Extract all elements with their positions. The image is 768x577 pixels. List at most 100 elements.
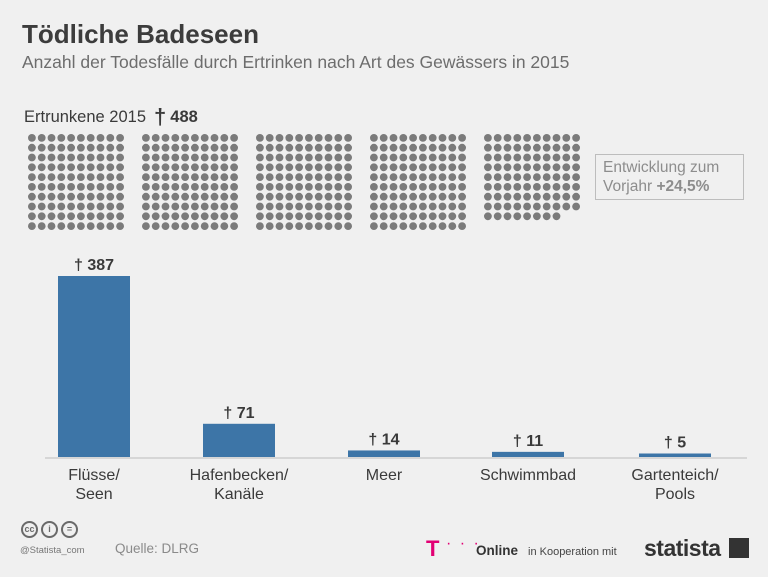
drowning-dot <box>542 173 551 182</box>
cc-icon: cc <box>21 521 38 538</box>
drowning-dot <box>116 153 124 162</box>
drowning-dot <box>77 173 85 182</box>
drowning-dot <box>542 143 551 152</box>
drowning-dot <box>142 173 150 182</box>
category-label: Hafenbecken/ <box>190 467 289 484</box>
drowning-dot <box>57 134 66 142</box>
drowning-dot <box>370 202 378 211</box>
drowning-dot <box>542 183 551 191</box>
total-drowned: Ertrunkene 2015 † 488 <box>24 102 198 129</box>
drowning-dot <box>181 212 190 221</box>
drowning-dot <box>305 222 313 231</box>
drowning-dot <box>230 163 239 172</box>
drowning-dot <box>220 183 229 191</box>
drowning-dot <box>295 222 303 231</box>
drowning-dot <box>409 143 417 152</box>
drowning-dot <box>285 183 294 191</box>
drowning-dot <box>389 173 398 182</box>
drowning-dot <box>28 222 36 231</box>
drowning-dot <box>116 143 124 152</box>
drowning-dot <box>57 183 66 191</box>
drowning-dot <box>295 143 303 152</box>
drowning-dot <box>513 212 522 221</box>
drowning-dot <box>171 143 180 152</box>
drowning-dot <box>161 163 170 172</box>
drowning-dot <box>151 173 160 182</box>
drowning-dot <box>67 183 75 191</box>
drowning-dot <box>572 192 580 201</box>
drowning-dot <box>285 153 294 162</box>
drowning-dot <box>275 202 284 211</box>
drowning-dot <box>96 212 105 221</box>
drowning-dot <box>493 143 502 152</box>
drowning-dot <box>523 173 531 182</box>
category-label: Meer <box>366 467 403 484</box>
drowning-dot <box>344 202 352 211</box>
drowning-dot <box>324 202 333 211</box>
drowning-dot <box>151 143 160 152</box>
drowning-dot <box>314 192 323 201</box>
drowning-dot <box>379 222 388 231</box>
drowning-dot <box>438 143 447 152</box>
drowning-dot <box>399 153 408 162</box>
drowning-dot <box>77 163 85 172</box>
drowning-dot <box>484 163 492 172</box>
drowning-dot <box>370 173 378 182</box>
drowning-dot <box>533 212 541 221</box>
drowning-dot <box>37 192 46 201</box>
drowning-dot <box>533 173 541 182</box>
drowning-dot <box>458 202 466 211</box>
drowning-dot <box>256 183 264 191</box>
drowning-dot <box>379 192 388 201</box>
drowning-dot <box>77 134 85 142</box>
drowning-dot <box>57 143 66 152</box>
drowning-dot <box>285 163 294 172</box>
drowning-dot <box>86 212 95 221</box>
drowning-dot <box>419 153 427 162</box>
bar <box>58 276 130 457</box>
drowning-dot <box>28 153 36 162</box>
drowning-dot <box>161 134 170 142</box>
drowning-dot <box>552 212 561 221</box>
drowning-dot <box>210 134 219 142</box>
drowning-dot <box>47 153 56 162</box>
drowning-dot <box>389 153 398 162</box>
drowning-dot <box>428 212 437 221</box>
drowning-dot <box>116 183 124 191</box>
drowning-dot <box>389 212 398 221</box>
drowning-dot <box>151 153 160 162</box>
drowning-dot <box>47 212 56 221</box>
drowning-dot <box>77 202 85 211</box>
drowning-dot <box>86 153 95 162</box>
drowning-dot <box>142 134 150 142</box>
drowning-dot <box>399 202 408 211</box>
drowning-dot <box>448 212 457 221</box>
drowning-dot <box>562 153 571 162</box>
drowning-dot <box>344 173 352 182</box>
drowning-dot <box>419 173 427 182</box>
drowning-dot <box>523 192 531 201</box>
drowning-dot <box>438 173 447 182</box>
drowning-dot <box>324 222 333 231</box>
drowning-dot <box>210 222 219 231</box>
drowning-dot <box>428 222 437 231</box>
development-box: Entwicklung zum Vorjahr +24,5% <box>595 154 744 200</box>
drowning-dot <box>86 134 95 142</box>
drowning-dot <box>285 173 294 182</box>
bar <box>639 453 711 457</box>
nd-icon: = <box>61 521 78 538</box>
drowning-dot <box>314 202 323 211</box>
drowning-dot <box>106 153 115 162</box>
drowning-dot <box>379 212 388 221</box>
value-label: † 11 <box>513 433 543 450</box>
drowning-dot <box>210 163 219 172</box>
total-label: Ertrunkene 2015 <box>24 108 147 126</box>
drowning-dot <box>181 134 190 142</box>
drowning-dot <box>458 173 466 182</box>
category-label: Kanäle <box>214 486 264 503</box>
category-label: Flüsse/ <box>68 467 120 484</box>
drowning-dot <box>265 222 274 231</box>
drowning-dot <box>230 183 239 191</box>
drowning-dot <box>419 134 427 142</box>
drowning-dot <box>438 192 447 201</box>
